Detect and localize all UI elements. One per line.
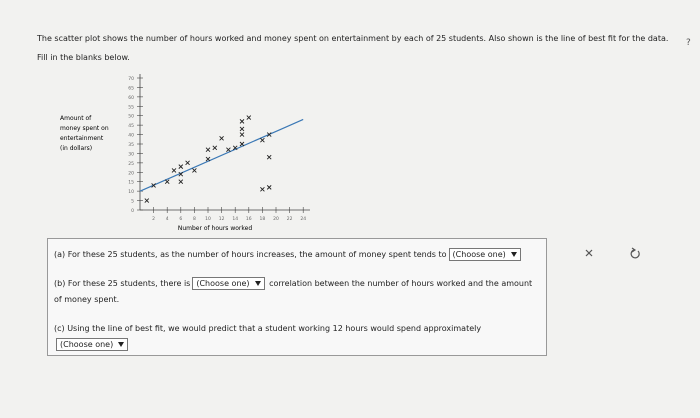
point <box>205 156 211 162</box>
y-axis-label: money spent on <box>60 125 109 132</box>
point <box>239 132 245 137</box>
point <box>226 147 231 152</box>
y-axis-label: (in dollars) <box>60 145 92 152</box>
dropdown[interactable]: (Choose one) <box>448 248 521 261</box>
point <box>239 141 245 147</box>
point <box>164 179 170 185</box>
x-tick-label: 12 <box>219 216 225 222</box>
point <box>144 198 150 203</box>
help-button[interactable]: ? <box>686 38 691 48</box>
point <box>246 115 252 120</box>
y-tick-label: 40 <box>128 133 134 139</box>
question-box: (a) For these 25 students, as the number… <box>47 238 547 356</box>
point <box>239 119 245 124</box>
y-axis-label: Amount of <box>60 115 92 122</box>
point <box>266 185 272 190</box>
y-tick-label: 70 <box>128 76 134 82</box>
q-text: correlation between the number of hours … <box>54 279 533 304</box>
q-text: Using the line of best fit, we would pre… <box>67 324 482 333</box>
prompt: The scatter plot shows the number of hou… <box>37 34 669 43</box>
clear-button[interactable] <box>585 249 593 257</box>
q-label: (c) <box>54 324 65 333</box>
x-tick-label: 22 <box>287 216 293 222</box>
point <box>212 145 218 151</box>
point <box>151 183 156 188</box>
x-tick-label: 18 <box>260 216 266 222</box>
q-label: (b) <box>54 279 66 288</box>
x-tick-label: 16 <box>246 216 252 222</box>
x-tick-label: 4 <box>166 216 169 222</box>
y-tick-label: 60 <box>128 95 134 101</box>
y-tick-label: 0 <box>131 208 134 214</box>
y-tick-label: 55 <box>128 104 134 110</box>
question: (c) Using the line of best fit, we would… <box>54 321 540 353</box>
point <box>178 164 184 169</box>
point <box>185 160 190 166</box>
point <box>266 154 272 160</box>
y-tick-label: 45 <box>128 123 134 129</box>
x-tick-label: 8 <box>193 216 196 222</box>
point <box>171 168 177 173</box>
point <box>205 147 211 152</box>
point <box>232 145 238 151</box>
dropdown[interactable]: (Choose one) <box>192 277 265 290</box>
x-tick-label: 6 <box>179 216 182 222</box>
reset-button[interactable] <box>630 247 640 259</box>
x-axis-label: Number of hours worked <box>178 225 252 232</box>
y-tick-label: 25 <box>128 161 134 167</box>
x-tick-label: 24 <box>300 216 306 222</box>
q-label: (a) <box>54 250 66 259</box>
x-tick-label: 20 <box>273 216 279 222</box>
point <box>266 132 272 137</box>
y-tick-label: 65 <box>128 85 134 91</box>
q-text: For these 25 students, there is <box>67 279 191 288</box>
y-tick-label: 30 <box>128 151 134 157</box>
point <box>219 136 224 141</box>
x-tick-label: 2 <box>152 216 155 222</box>
y-tick-label: 5 <box>131 199 134 205</box>
y-axis-label: entertainment <box>60 135 104 142</box>
x-tick-label: 14 <box>232 216 238 222</box>
dropdown[interactable]: (Choose one) <box>56 338 129 351</box>
question: (b) For these 25 students, there is (Choo… <box>54 276 540 308</box>
y-tick-label: 35 <box>128 142 134 148</box>
y-tick-label: 50 <box>128 114 134 120</box>
point <box>178 171 184 177</box>
q-text: For these 25 students, as the number of … <box>67 250 447 259</box>
y-tick-label: 10 <box>128 189 134 195</box>
y-tick-label: 20 <box>128 170 134 176</box>
x-tick-label: 10 <box>205 216 211 222</box>
y-tick-label: 15 <box>128 180 134 186</box>
question: (a) For these 25 students, as the number… <box>54 247 540 263</box>
point <box>260 186 265 192</box>
best-fit-line <box>139 118 304 192</box>
point <box>239 126 245 132</box>
header: The scatter plot shows the number of hou… <box>37 34 677 72</box>
point <box>192 168 197 173</box>
instruction: Fill in the blanks below. <box>37 53 130 62</box>
point <box>178 179 184 185</box>
action-icons <box>585 247 640 259</box>
point <box>260 137 265 143</box>
